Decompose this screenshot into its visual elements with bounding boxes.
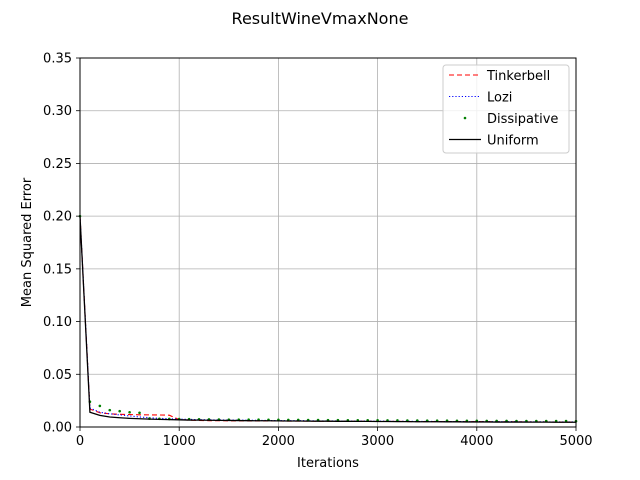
y-tick-label: 0.30 [43, 104, 72, 119]
x-tick-label: 2000 [262, 434, 295, 449]
x-tick-label: 3000 [361, 434, 394, 449]
x-tick-label: 4000 [460, 434, 493, 449]
y-tick-label: 0.10 [43, 315, 72, 330]
x-tick-label: 1000 [163, 434, 196, 449]
data-point [108, 408, 112, 412]
series-line-uniform [79, 216, 576, 423]
legend-label-tinkerbell: Tinkerbell [486, 69, 550, 84]
x-axis: 0 1000 2000 3000 4000 5000 [76, 427, 593, 449]
legend-label-dissipative: Dissipative [487, 112, 558, 127]
x-tick-label: 0 [76, 434, 84, 449]
y-tick-label: 0.35 [43, 52, 72, 67]
series-layer [78, 214, 578, 423]
x-axis-label: Iterations [297, 456, 359, 471]
x-tick-label: 5000 [559, 434, 592, 449]
legend-label-lozi: Lozi [487, 91, 512, 106]
plot-frame [79, 57, 577, 428]
legend-label-uniform: Uniform [487, 134, 539, 149]
data-point [98, 404, 102, 408]
data-point [138, 411, 141, 415]
data-point [118, 409, 121, 413]
series-lozi [79, 216, 576, 423]
y-tick-label: 0.15 [43, 262, 72, 277]
legend: Tinkerbell Lozi Dissipative Uniform [442, 64, 570, 154]
y-axis-label: Mean Squared Error [20, 177, 35, 307]
series-uniform [79, 216, 576, 423]
y-tick-label: 0.20 [43, 210, 72, 225]
legend-marker-dissipative [463, 116, 467, 120]
y-tick-label: 0.05 [43, 368, 72, 383]
series-line-lozi [79, 216, 576, 423]
y-tick-label: 0.00 [43, 421, 72, 436]
chart-title: ResultWineVmaxNone [232, 9, 409, 28]
legend-box [442, 64, 570, 154]
y-axis: 0.00 0.05 0.10 0.15 0.20 0.25 0.30 0.35 [43, 52, 80, 436]
data-point [128, 410, 131, 414]
y-tick-label: 0.25 [43, 157, 72, 172]
